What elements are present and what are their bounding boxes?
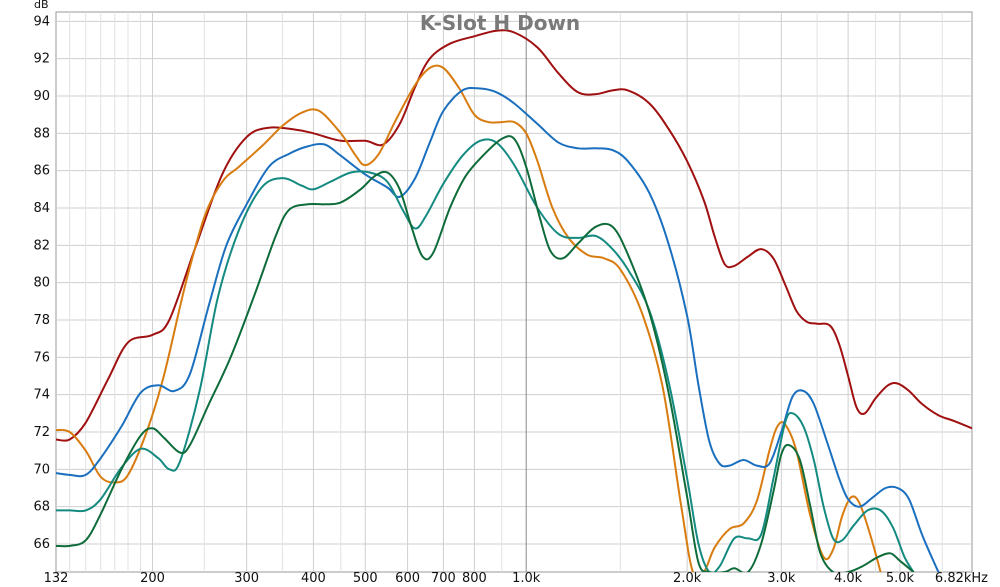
x-tick-label: 200 [140,571,165,586]
x-tick-label: 4.0k [834,571,863,586]
x-tick-label: 1.0k [512,571,541,586]
x-tick-label: 600 [395,571,420,586]
x-axis-ticks: 132 200 300 400 500 600 700 800 1.0k 2.0k 3.0k 4.0k… [44,571,989,586]
x-tick-label: 300 [234,571,259,586]
y-tick-label: 66 [33,537,50,552]
y-axis-ticks: 66 68 70 72 74 76 78 80 82 84 86 88 90 92 94 [33,14,50,552]
y-tick-label: 86 [33,164,50,179]
y-tick-label: 70 [33,462,50,477]
y-tick-label: 94 [33,14,50,29]
chart-title: K-Slot H Down [420,11,580,35]
x-tick-label: 2.0k [673,571,702,586]
x-tick-label: 3.0k [767,571,796,586]
y-tick-label: 84 [33,201,50,216]
y-tick-label: 74 [33,388,50,403]
y-tick-label: 68 [33,500,50,515]
x-tick-label: 132 [44,571,69,586]
series-line-3 [56,86,940,572]
y-tick-label: 88 [33,126,50,141]
x-tick-label: 6.82kHz [935,571,988,586]
plot-frame [55,11,973,573]
x-tick-label: 700 [431,571,456,586]
series-line-1 [56,29,972,442]
series-line-2 [56,64,882,572]
y-tick-label: 80 [33,276,50,291]
y-tick-label: 82 [33,238,50,253]
y-tick-label: 92 [33,52,50,67]
y-tick-label: 90 [33,89,50,104]
x-tick-label: 500 [353,571,378,586]
y-tick-label: 76 [33,350,50,365]
series-line-5 [56,135,915,572]
x-tick-label: 800 [462,571,487,586]
x-tick-label: 5.0k [886,571,915,586]
y-axis-unit-label: dB [34,0,49,11]
y-tick-label: 72 [33,425,50,440]
data-series [56,29,972,572]
y-tick-label: 78 [33,313,50,328]
x-tick-label: 400 [301,571,326,586]
